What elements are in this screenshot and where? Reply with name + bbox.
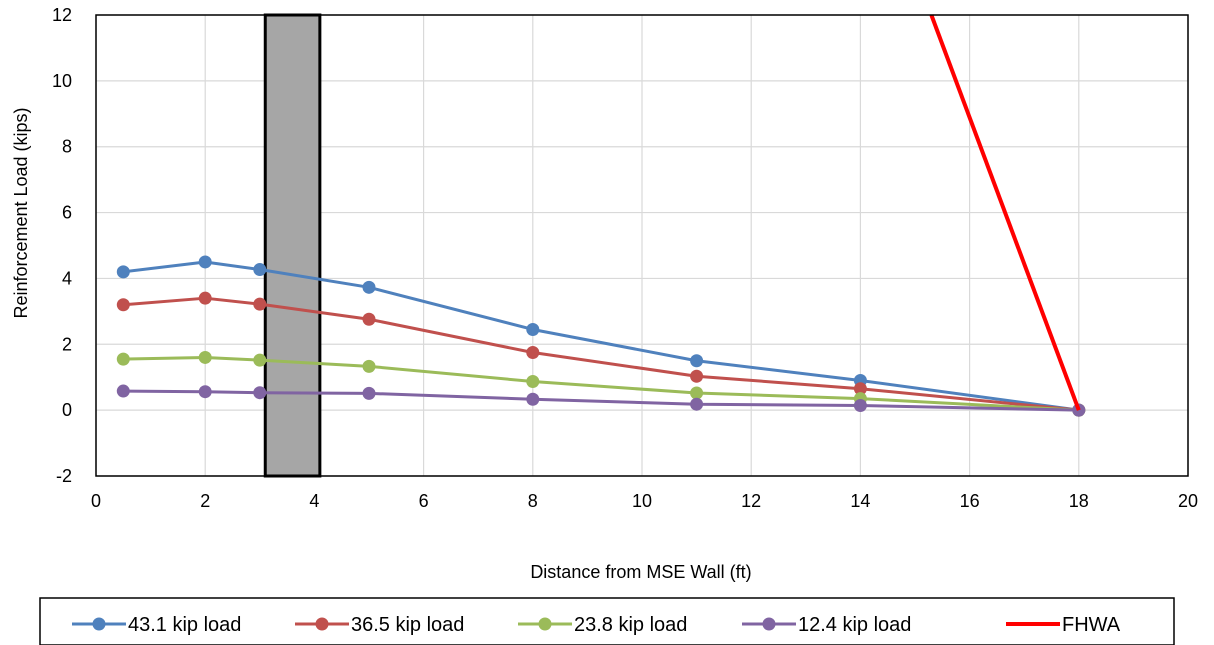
y-tick-label: 4 [62,268,72,288]
y-tick-label: 6 [62,203,72,223]
y-axis-title: Reinforcement Load (kips) [11,107,31,318]
y-tick-label: 8 [62,137,72,157]
y-tick-label: 10 [52,71,72,91]
x-tick-label: 8 [528,491,538,511]
x-tick-label: 6 [419,491,429,511]
shaded-zone [263,13,322,478]
data-point-12-4-kip-load [362,386,376,400]
x-tick-label: 14 [850,491,870,511]
data-point-43-1-kip-load [198,255,212,269]
series-line-12-4-kip-load [123,389,1079,412]
x-tick-label: 0 [91,491,101,511]
data-point-43-1-kip-load [253,263,267,277]
x-tick-label: 16 [960,491,980,511]
y-tick-label: 0 [62,400,72,420]
series-line-23-8-kip-load [123,355,1079,412]
legend-label-43-1-kip-load: 43.1 kip load [128,614,241,636]
data-point-23-8-kip-load [690,386,704,400]
legend-label-23-8-kip-load: 23.8 kip load [574,614,687,636]
series-line-36-5-kip-load [123,296,1079,412]
data-point-36-5-kip-load [526,346,540,360]
legend-marker-36-5-kip-load [315,617,329,631]
series-line-43-1-kip-load [123,260,1080,412]
x-tick-label: 18 [1069,491,1089,511]
data-point-23-8-kip-load [253,353,267,367]
legend-label-36-5-kip-load: 36.5 kip load [351,614,464,636]
x-tick-label: 2 [200,491,210,511]
data-point-43-1-kip-load [690,354,704,368]
x-tick-label: 12 [741,491,761,511]
data-point-36-5-kip-load [690,369,704,383]
data-point-36-5-kip-load [362,312,376,326]
legend: 43.1 kip load 36.5 kip load 23.8 kip load 1… [39,597,1175,645]
data-point-43-1-kip-load [116,265,130,279]
data-point-12-4-kip-load [198,385,212,399]
data-point-23-8-kip-load [198,350,212,364]
series-line-fhwa [929,14,1081,411]
data-point-12-4-kip-load [116,384,130,398]
x-tick-label: 10 [632,491,652,511]
shaded-region [263,13,322,478]
data-point-12-4-kip-load [253,386,267,400]
x-tick-label: 20 [1178,491,1198,511]
data-point-12-4-kip-load [853,399,867,413]
data-point-36-5-kip-load [853,382,867,396]
data-point-43-1-kip-load [526,322,540,336]
data-point-36-5-kip-load [253,297,267,311]
data-point-23-8-kip-load [526,374,540,388]
x-tick-label: 4 [309,491,319,511]
legend-label-12-4-kip-load: 12.4 kip load [798,614,911,636]
data-point-43-1-kip-load [362,280,376,294]
x-axis-title: Distance from MSE Wall (ft) [530,562,751,582]
data-point-12-4-kip-load [526,392,540,406]
plot-frame [95,14,1189,477]
legend-label-fhwa: FHWA [1062,614,1121,636]
y-tick-label: -2 [56,466,72,486]
tick-labels: 0 2 4 6 8 10 12 14 16 18 20 -2 0 2 4 6 8 10 12 [52,5,1198,511]
data-point-36-5-kip-load [116,298,130,312]
y-tick-label: 2 [62,334,72,354]
legend-marker-43-1-kip-load [92,617,106,631]
y-tick-label: 12 [52,5,72,25]
data-point-12-4-kip-load [690,397,704,411]
legend-box [39,597,1175,645]
data-point-23-8-kip-load [116,352,130,366]
legend-marker-23-8-kip-load [538,617,552,631]
legend-marker-12-4-kip-load [762,617,776,631]
plot-border [95,14,1189,477]
series-group [116,14,1086,417]
data-point-36-5-kip-load [198,291,212,305]
data-point-23-8-kip-load [362,359,376,373]
